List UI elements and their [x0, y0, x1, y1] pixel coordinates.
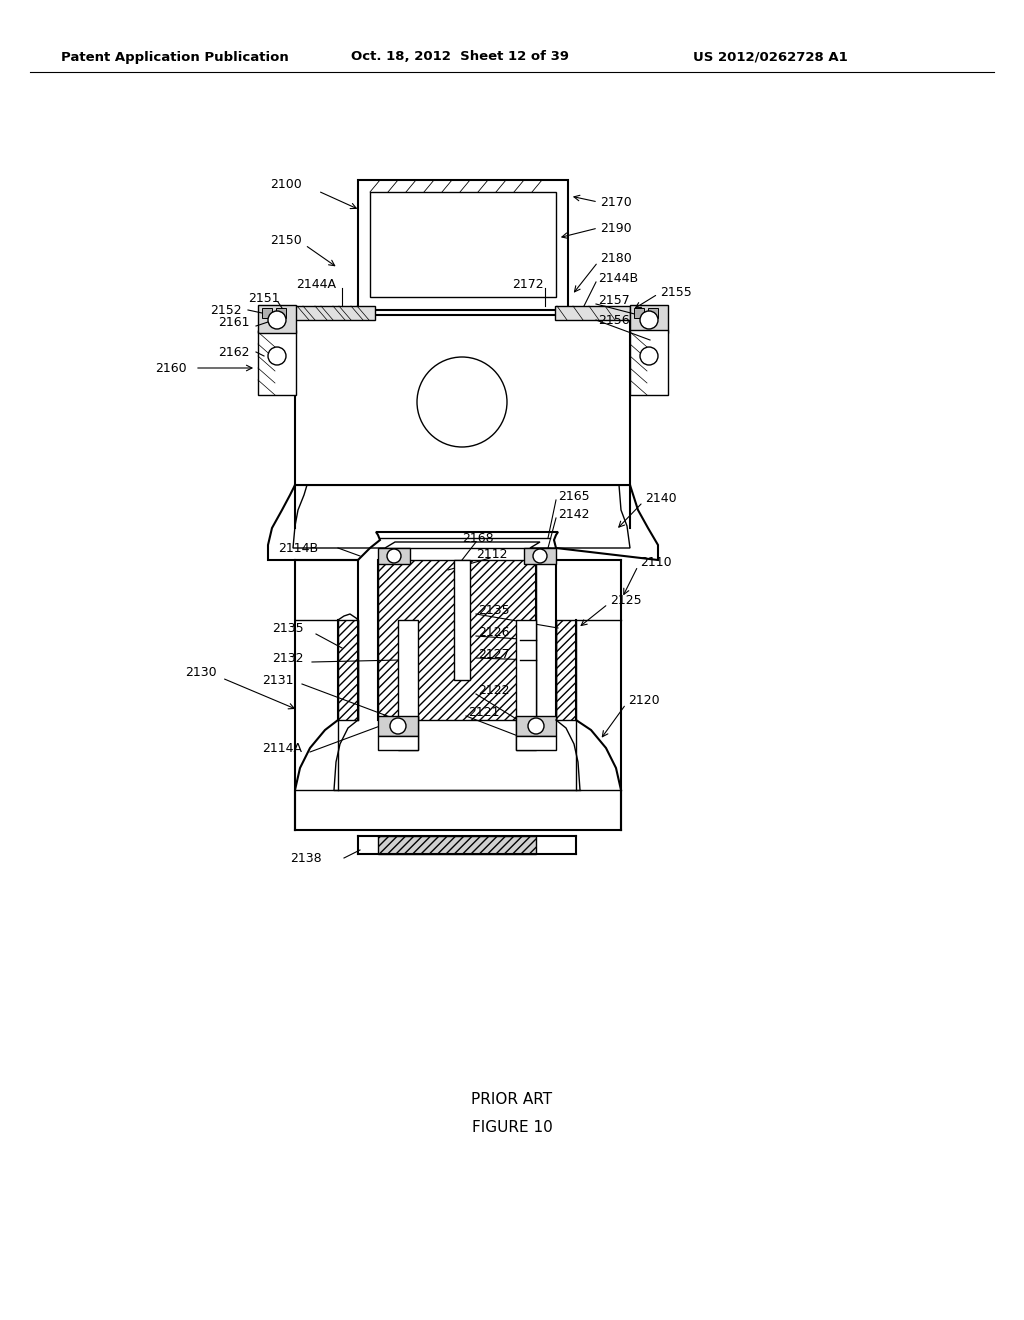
Bar	[630, 305, 668, 333]
Bar	[358, 180, 568, 310]
Text: 2157: 2157	[598, 293, 630, 306]
Text: 2160: 2160	[155, 362, 186, 375]
Bar	[516, 620, 536, 719]
Text: 2162: 2162	[218, 346, 250, 359]
Text: PRIOR ART: PRIOR ART	[471, 1093, 553, 1107]
Circle shape	[534, 549, 547, 564]
Text: 2130: 2130	[185, 665, 217, 678]
Text: 2131: 2131	[262, 673, 294, 686]
Text: Oct. 18, 2012  Sheet 12 of 39: Oct. 18, 2012 Sheet 12 of 39	[351, 50, 569, 63]
Bar	[378, 560, 536, 719]
Text: Patent Application Publication: Patent Application Publication	[61, 50, 289, 63]
Text: 2110: 2110	[640, 556, 672, 569]
Text: 2150: 2150	[270, 234, 302, 247]
Bar	[295, 315, 630, 484]
Bar	[516, 737, 556, 750]
Text: 2155: 2155	[660, 285, 692, 298]
Circle shape	[268, 347, 286, 366]
Text: 2114A: 2114A	[262, 742, 302, 755]
Circle shape	[528, 718, 544, 734]
Text: 2144A: 2144A	[296, 277, 336, 290]
Text: 2112: 2112	[476, 548, 508, 561]
Text: 2165: 2165	[558, 490, 590, 503]
Text: 2152: 2152	[210, 304, 242, 317]
Bar	[276, 308, 286, 318]
Bar	[378, 737, 418, 750]
Text: 2170: 2170	[600, 195, 632, 209]
Bar	[454, 560, 470, 680]
Circle shape	[390, 718, 406, 734]
Text: 2168: 2168	[462, 532, 494, 544]
Text: 2180: 2180	[600, 252, 632, 264]
Circle shape	[640, 312, 658, 329]
Circle shape	[387, 549, 401, 564]
Bar	[555, 306, 630, 319]
Polygon shape	[268, 484, 658, 560]
Bar	[524, 548, 556, 564]
Bar	[370, 191, 556, 297]
Text: 2140: 2140	[645, 491, 677, 504]
Circle shape	[417, 356, 507, 447]
Text: FIGURE 10: FIGURE 10	[472, 1121, 552, 1135]
Bar	[378, 715, 418, 737]
Text: 2120: 2120	[628, 693, 659, 706]
Bar	[258, 330, 296, 395]
Bar	[648, 308, 658, 318]
Circle shape	[268, 312, 286, 329]
Text: 2138: 2138	[290, 851, 322, 865]
Bar	[295, 306, 375, 319]
Text: 2135: 2135	[272, 622, 304, 635]
Bar	[516, 715, 556, 737]
Text: 2135: 2135	[478, 603, 510, 616]
Text: 2114B: 2114B	[278, 541, 318, 554]
Bar	[630, 330, 668, 395]
Text: 2151: 2151	[248, 292, 280, 305]
Bar	[258, 305, 296, 333]
Text: 2126: 2126	[478, 626, 510, 639]
Text: 2125: 2125	[610, 594, 642, 606]
Bar	[556, 620, 575, 719]
Text: 2100: 2100	[270, 178, 302, 191]
Text: 2127: 2127	[478, 648, 510, 660]
Text: 2144B: 2144B	[598, 272, 638, 285]
Text: 2161: 2161	[218, 315, 250, 329]
Bar	[262, 308, 272, 318]
Text: 2156: 2156	[598, 314, 630, 326]
Text: 2172: 2172	[512, 277, 544, 290]
Bar	[338, 620, 358, 719]
Bar	[378, 836, 536, 854]
Bar	[398, 620, 418, 719]
Circle shape	[640, 347, 658, 366]
Text: 2122: 2122	[478, 684, 510, 697]
Bar	[398, 715, 418, 750]
Bar	[378, 548, 410, 564]
Text: 2142: 2142	[558, 507, 590, 520]
Bar	[516, 715, 536, 750]
Bar	[634, 308, 644, 318]
Text: US 2012/0262728 A1: US 2012/0262728 A1	[692, 50, 848, 63]
Text: 2190: 2190	[600, 222, 632, 235]
Text: 2121: 2121	[468, 705, 500, 718]
Text: 2132: 2132	[272, 652, 303, 664]
